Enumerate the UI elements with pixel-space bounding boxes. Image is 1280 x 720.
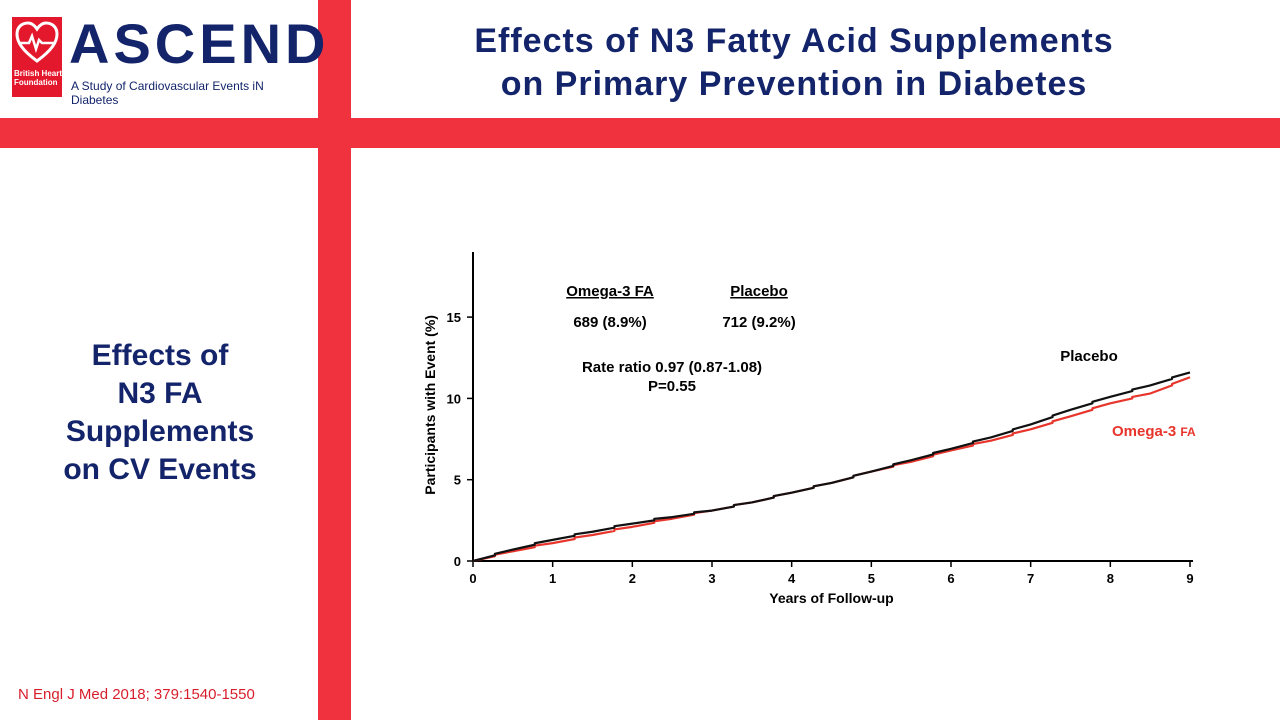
citation: N Engl J Med 2018; 379:1540-1550 [18, 686, 255, 703]
x-tick-label: 6 [947, 571, 954, 586]
omega3-label-suffix: FA [1180, 425, 1196, 439]
rate-ratio-text: Rate ratio 0.97 (0.87-1.08) [582, 359, 762, 376]
red-horizontal-divider [0, 118, 1280, 148]
placebo-series-line [472, 371, 1191, 563]
x-tick-label: 8 [1107, 571, 1114, 586]
bhf-logo: British Heart Foundation [12, 17, 62, 97]
y-tick-label: 5 [454, 473, 461, 488]
placebo-line-label: Placebo [1060, 348, 1118, 365]
side-title-line2: N3 FA [117, 377, 203, 410]
x-tick-label: 3 [708, 571, 715, 586]
x-tick-label: 9 [1186, 571, 1193, 586]
placebo-count-value: 712 (9.2%) [722, 314, 795, 331]
y-tick-label: 15 [447, 310, 461, 325]
ascend-tagline: A Study of Cardiovascular Events iN Diab… [71, 79, 264, 107]
side-title-line4: on CV Events [63, 453, 257, 486]
x-tick-label: 7 [1027, 571, 1034, 586]
x-tick-label: 4 [788, 571, 796, 586]
slide-title: Effects of N3 Fatty Acid Supplements on … [360, 20, 1228, 106]
x-tick-label: 1 [549, 571, 556, 586]
side-title-line3: Supplements [65, 415, 255, 448]
x-tick-label: 0 [469, 571, 476, 586]
side-title: Effects of N3 FA Supplements on CV Event… [10, 337, 310, 489]
ascend-wordmark: ASCEND [69, 12, 330, 75]
y-tick-label: 10 [447, 391, 461, 406]
kaplan-meier-chart: 0 1 2 3 4 5 6 7 8 9 0 5 10 15 Years of Follow-up Partic… [422, 252, 1196, 606]
heart-icon [15, 21, 59, 63]
placebo-count-header: Placebo [730, 283, 788, 300]
omega3-count-header: Omega-3 FA [566, 283, 654, 300]
bhf-text-line2: Foundation [14, 78, 58, 87]
omega3-count-value: 689 (8.9%) [573, 314, 646, 331]
red-vertical-divider [318, 0, 351, 720]
x-axis-label: Years of Follow-up [769, 590, 893, 606]
x-tick-label: 2 [629, 571, 636, 586]
slide-title-line1: Effects of N3 Fatty Acid Supplements [474, 22, 1114, 60]
omega3-line-label: Omega-3 FA [1112, 423, 1196, 440]
p-value-text: P=0.55 [648, 378, 696, 395]
y-tick-label: 0 [454, 554, 461, 569]
side-title-line1: Effects of [91, 339, 229, 372]
x-tick-label: 5 [868, 571, 875, 586]
omega3-label-main: Omega-3 [1112, 423, 1180, 440]
bhf-text-line1: British Heart [14, 69, 63, 78]
y-axis-label: Participants with Event (%) [422, 315, 438, 495]
slide-title-line2: on Primary Prevention in Diabetes [500, 65, 1088, 103]
ascend-logo: British Heart Foundation ASCEND A Study … [12, 12, 325, 107]
